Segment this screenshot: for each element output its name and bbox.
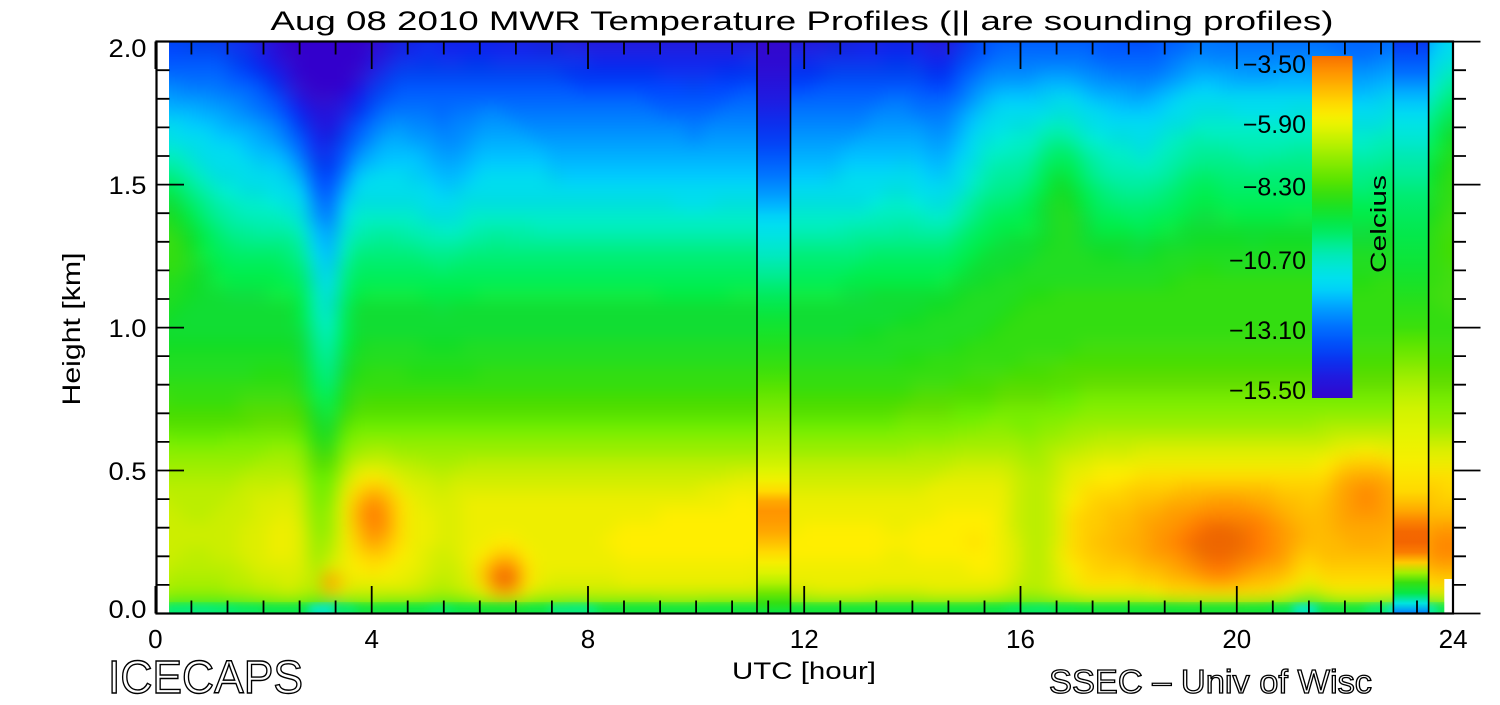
svg-text:SSEC – Univ of Wisc: SSEC – Univ of Wisc — [1049, 663, 1372, 700]
svg-text:Aug 08 2010 MWR Temperature Pr: Aug 08 2010 MWR Temperature Profiles (||… — [271, 6, 1334, 36]
svg-text:ICECAPS: ICECAPS — [108, 651, 303, 700]
svg-text:8: 8 — [581, 624, 595, 654]
svg-text:−10.70: −10.70 — [1229, 247, 1306, 275]
svg-text:2.0: 2.0 — [109, 35, 147, 63]
svg-text:−5.90: −5.90 — [1243, 111, 1306, 139]
svg-text:Celcius: Celcius — [1366, 175, 1391, 273]
svg-text:12: 12 — [790, 624, 819, 654]
svg-text:−8.30: −8.30 — [1243, 174, 1306, 202]
svg-text:0: 0 — [148, 624, 162, 654]
svg-text:Height [km]: Height [km] — [58, 253, 86, 406]
svg-text:1.5: 1.5 — [109, 172, 147, 200]
svg-text:−3.50: −3.50 — [1243, 51, 1306, 79]
svg-text:−13.10: −13.10 — [1229, 317, 1306, 345]
svg-text:−15.50: −15.50 — [1229, 377, 1306, 405]
svg-text:16: 16 — [1006, 624, 1035, 654]
svg-text:24: 24 — [1439, 624, 1468, 654]
svg-text:1.0: 1.0 — [109, 315, 147, 343]
svg-text:4: 4 — [364, 624, 378, 654]
svg-text:0.5: 0.5 — [109, 458, 147, 486]
svg-text:20: 20 — [1222, 624, 1251, 654]
svg-text:0.0: 0.0 — [109, 596, 147, 624]
svg-text:UTC [hour]: UTC [hour] — [732, 658, 876, 685]
